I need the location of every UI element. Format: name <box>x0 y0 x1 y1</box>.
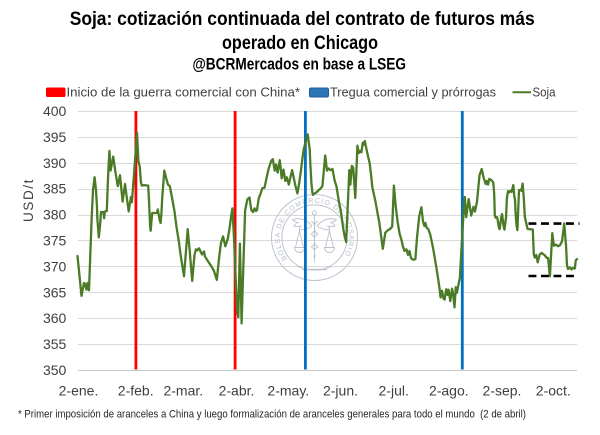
svg-text:* Primer imposición de arancel: * Primer imposición de aranceles a China… <box>18 409 526 421</box>
svg-text:USD/t: USD/t <box>21 178 36 222</box>
svg-text:2-oct.: 2-oct. <box>536 382 571 398</box>
svg-text:360: 360 <box>43 310 67 326</box>
svg-text:385: 385 <box>43 181 67 197</box>
svg-text:2-ago.: 2-ago. <box>429 382 469 398</box>
svg-text:2-mar.: 2-mar. <box>163 382 203 398</box>
svg-text:380: 380 <box>43 207 67 223</box>
svg-text:Tregua comercial y prórrogas: Tregua comercial y prórrogas <box>330 85 496 100</box>
svg-text:355: 355 <box>43 336 67 352</box>
svg-text:2-may.: 2-may. <box>267 382 309 398</box>
svg-text:2-feb.: 2-feb. <box>118 382 154 398</box>
svg-text:390: 390 <box>43 155 67 171</box>
svg-text:2-sep.: 2-sep. <box>483 382 522 398</box>
svg-text:@BCRMercados en base a LSEG: @BCRMercados en base a LSEG <box>193 56 407 74</box>
svg-text:2-jul.: 2-jul. <box>379 382 409 398</box>
svg-text:365: 365 <box>43 284 67 300</box>
svg-text:2-jun.: 2-jun. <box>323 382 358 398</box>
svg-text:350: 350 <box>43 362 67 378</box>
svg-text:400: 400 <box>43 103 67 119</box>
svg-text:Soja: cotización continuada de: Soja: cotización continuada del contrato… <box>70 8 535 30</box>
svg-text:375: 375 <box>43 233 67 249</box>
svg-text:395: 395 <box>43 129 67 145</box>
svg-text:Soja: Soja <box>533 85 557 100</box>
svg-text:operado en Chicago: operado en Chicago <box>222 32 378 54</box>
svg-text:2-abr.: 2-abr. <box>219 382 255 398</box>
svg-text:2-ene.: 2-ene. <box>59 382 99 398</box>
svg-text:370: 370 <box>43 258 67 274</box>
svg-text:Inicio de la guerra comercial: Inicio de la guerra comercial con China* <box>67 85 301 100</box>
